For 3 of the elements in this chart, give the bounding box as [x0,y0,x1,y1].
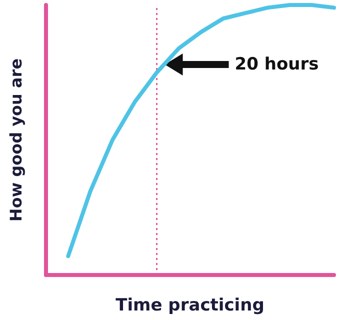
y-axis-title: How good you are [6,58,26,222]
x-axis-title: Time practicing [116,296,264,316]
annotation: 20 hours [234,54,319,74]
